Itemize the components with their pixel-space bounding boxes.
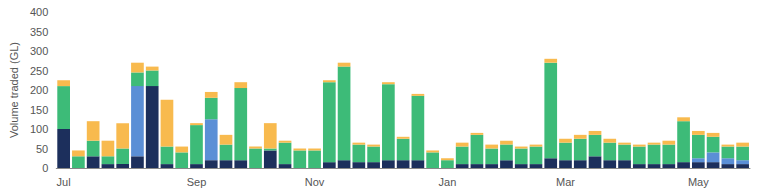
svg-text:Volume traded (GL): Volume traded (GL) [8, 42, 20, 138]
svg-text:400: 400 [30, 6, 48, 18]
svg-text:250: 250 [30, 65, 48, 77]
svg-text:300: 300 [30, 45, 48, 57]
svg-text:Mar: Mar [556, 176, 575, 188]
svg-text:100: 100 [30, 123, 48, 135]
svg-text:0: 0 [42, 162, 48, 174]
svg-text:200: 200 [30, 84, 48, 96]
svg-text:350: 350 [30, 26, 48, 38]
svg-text:50: 50 [36, 143, 48, 155]
svg-text:Jan: Jan [439, 176, 457, 188]
svg-text:Sep: Sep [187, 176, 207, 188]
svg-text:May: May [688, 176, 709, 188]
svg-text:Jul: Jul [57, 176, 71, 188]
svg-text:Nov: Nov [305, 176, 325, 188]
svg-text:150: 150 [30, 104, 48, 116]
